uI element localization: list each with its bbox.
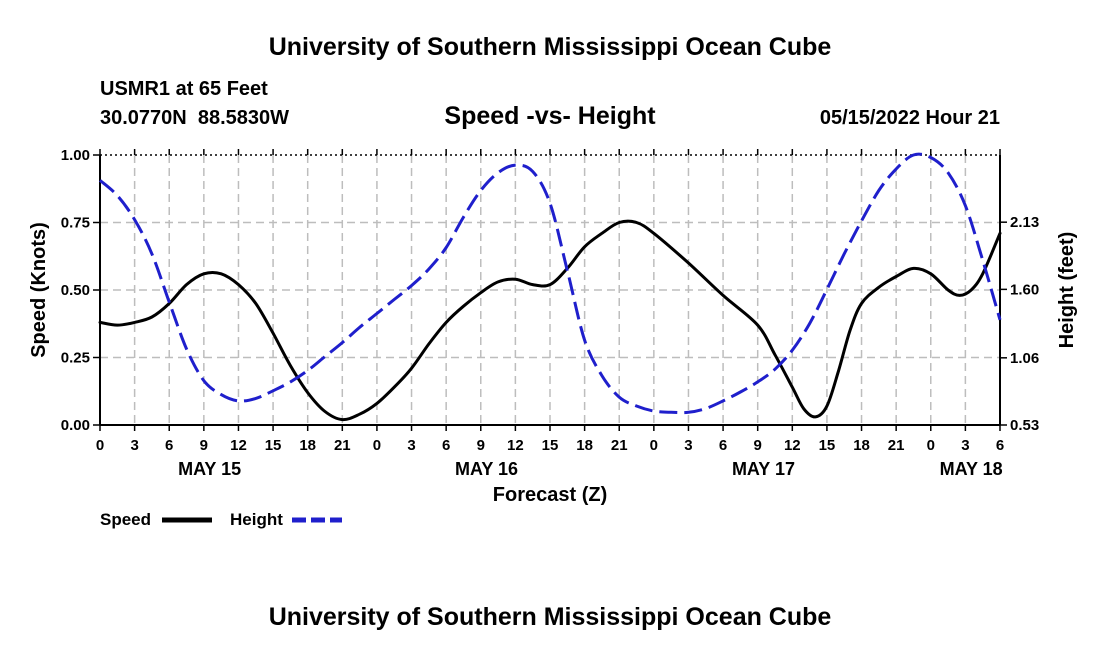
series-line-speed [98,219,1002,422]
legend: Speed Height [100,510,342,529]
y-left-tick-label: 1.00 [61,147,90,164]
series [98,152,1002,422]
x-tick-label: 6 [165,437,173,454]
y-left-tick-label: 0.50 [61,282,90,299]
y-left-tick-label: 0.00 [61,417,90,434]
y-right-tick-label: 0.53 [1010,417,1039,434]
chart-subtitle: Speed -vs- Height [444,102,656,130]
grid [100,155,1000,425]
footer-title: University of Southern Mississippi Ocean… [269,603,832,631]
x-tick-label: 12 [230,437,247,454]
legend-height-label: Height [230,510,283,529]
y-left-tick-label: 0.75 [61,215,90,232]
x-axis-label: Forecast (Z) [493,484,607,506]
y-right-tick-label: 2.13 [1010,214,1039,231]
day-label: MAY 17 [732,459,795,479]
y-axis-left-label: Speed (Knots) [28,222,50,358]
x-tick-label: 6 [442,437,450,454]
x-tick-label: 3 [407,437,415,454]
x-tick-label: 9 [477,437,485,454]
station-label: USMR1 at 65 Feet [100,78,268,100]
x-tick-label: 3 [684,437,692,454]
y-right-tick-label: 1.06 [1010,350,1039,367]
x-tick-label: 15 [265,437,282,454]
y-left-tick-label: 0.25 [61,350,90,367]
x-tick-label: 6 [719,437,727,454]
x-tick-label: 18 [576,437,593,454]
date-label: 05/15/2022 Hour 21 [820,107,1000,129]
x-tick-label: 15 [819,437,836,454]
series-line-height [99,152,1002,415]
tick-labels: 0 3 6 9 12 15 18 21 0 3 6 9 12 15 18 21 0 3 6 9 12 15 18 21 0 3 60… [61,147,1039,479]
y-axis-right-label: Height (feet) [1056,232,1078,349]
x-tick-label: 3 [130,437,138,454]
x-tick-label: 3 [961,437,969,454]
y-right-tick-label: 1.60 [1010,281,1039,298]
x-tick-label: 15 [542,437,559,454]
x-tick-label: 0 [373,437,381,454]
x-tick-label: 6 [996,437,1004,454]
x-tick-label: 9 [200,437,208,454]
x-tick-label: 18 [853,437,870,454]
axes [93,149,1007,431]
x-tick-label: 12 [784,437,801,454]
day-label: MAY 16 [455,459,518,479]
x-tick-label: 0 [927,437,935,454]
day-label: MAY 15 [178,459,241,479]
x-tick-label: 21 [611,437,628,454]
x-tick-label: 21 [888,437,905,454]
x-tick-label: 21 [334,437,351,454]
x-tick-label: 0 [650,437,658,454]
x-tick-label: 0 [96,437,104,454]
location-label: 30.0770N 88.5830W [100,107,289,129]
day-label: MAY 18 [940,459,1003,479]
chart-main-title: University of Southern Mississippi Ocean… [269,33,832,61]
x-tick-label: 18 [299,437,316,454]
legend-speed-label: Speed [100,510,151,529]
x-tick-label: 9 [754,437,762,454]
x-tick-label: 12 [507,437,524,454]
